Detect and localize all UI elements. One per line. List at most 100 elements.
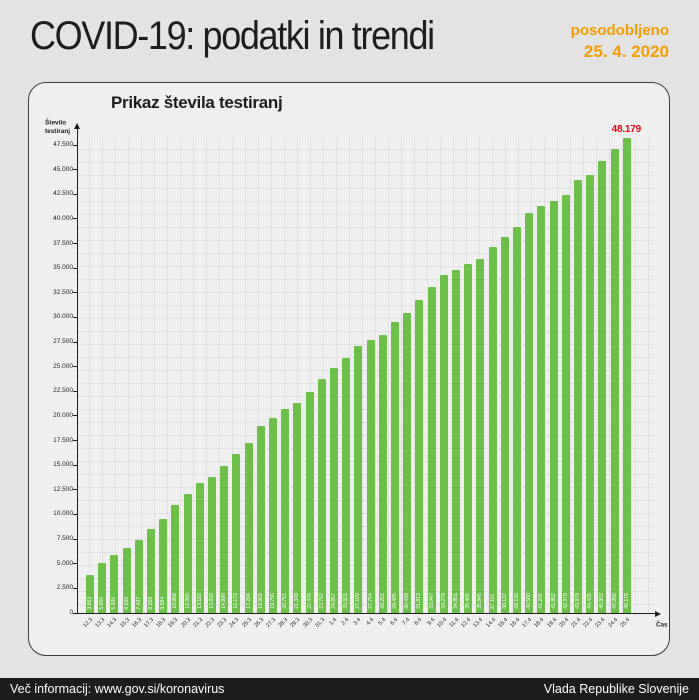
bar-value-label: 45.903 [599, 593, 606, 609]
y-tick-label: 47.500 [53, 141, 73, 148]
y-tick-label: 37.500 [53, 239, 73, 247]
bar-value-label: 3.863 [87, 596, 93, 610]
bar: 22.476 [305, 391, 314, 613]
y-tick-label: 32.500 [53, 288, 73, 296]
bar-value-label: 35.405 [465, 593, 471, 609]
updated-badge: posodobljeno 25. 4. 2020 [571, 22, 669, 62]
y-tick-label: 30.000 [53, 313, 73, 321]
bar-value-label: 16.173 [233, 593, 240, 609]
bar-value-label: 48.179 [624, 593, 630, 609]
y-tick-mark [73, 366, 78, 368]
y-tick-mark [73, 464, 78, 466]
bar-value-label: 19.756 [270, 593, 276, 609]
chart-card: Prikaz števila testiranj Število testira… [28, 82, 670, 656]
y-tick-label: 40.000 [53, 214, 73, 222]
bar-value-label: 34.851 [453, 593, 459, 609]
y-tick-mark [73, 415, 78, 417]
bar: 44.425 [586, 175, 595, 613]
bar-value-label: 21.349 [294, 593, 301, 609]
y-tick-label: 27.500 [53, 338, 73, 346]
bar: 16.173 [232, 453, 241, 613]
bar-value-label: 33.047 [428, 593, 435, 609]
y-tick-label: 42.500 [53, 190, 73, 198]
y-tick-mark [73, 316, 78, 318]
bar-value-label: 41.265 [538, 593, 545, 609]
y-tick-mark [73, 612, 78, 614]
bar-value-label: 41.852 [550, 593, 557, 609]
footer-info-text: Več informacij: www.gov.si/koronavirus [10, 682, 225, 696]
bar-value-label: 28.251 [380, 593, 386, 609]
y-tick-label: 5.000 [56, 559, 73, 567]
y-tick-label: 25.000 [53, 362, 73, 370]
bar: 33.047 [427, 287, 436, 613]
y-tick-mark [73, 587, 78, 589]
bar-value-label: 5.936 [111, 596, 118, 610]
y-tick-mark [73, 267, 78, 269]
bar-value-label: 23.762 [319, 593, 325, 609]
bar: 25.921 [342, 357, 351, 613]
bar-value-label: 27.754 [367, 593, 374, 609]
bar: 45.903 [598, 160, 607, 613]
bar-value-label: 7.437 [136, 596, 142, 610]
bar-value-label: 29.485 [392, 593, 398, 609]
y-tick-label: 20.000 [53, 411, 73, 419]
y-tick-label: 15.000 [53, 461, 73, 469]
bar-value-label: 25.921 [343, 593, 349, 609]
bar: 38.137 [500, 237, 509, 613]
bar-value-label: 6.566 [123, 596, 130, 610]
y-tick-mark [73, 538, 78, 540]
y-tick-label: 22.500 [53, 387, 73, 395]
bar: 31.813 [415, 299, 424, 613]
footer-government-text: Vlada Republike Slovenije [543, 682, 689, 696]
y-tick-mark [73, 292, 78, 294]
bar: 35.405 [464, 264, 473, 613]
bar-value-label: 34.279 [441, 593, 447, 609]
bar: 39.130 [513, 227, 521, 613]
y-axis-title-line2: testiranj [45, 128, 71, 135]
y-axis-title: Število testiranj [45, 119, 70, 136]
bar: 14.890 [220, 466, 229, 613]
bar: 17.284 [244, 442, 253, 613]
bar: 23.762 [317, 378, 326, 613]
bar: 10.959 [171, 505, 180, 613]
y-tick-mark [73, 563, 78, 565]
bar-value-label: 35.946 [477, 593, 484, 609]
y-axis-line [77, 129, 78, 613]
last-value-annotation: 48.179 [611, 124, 642, 135]
bar-value-label: 5.060 [99, 596, 105, 610]
y-tick-label: 2.500 [56, 584, 73, 592]
y-tick-label: 17.500 [53, 436, 73, 444]
bar-value-label: 40.580 [526, 593, 532, 609]
bar: 6.566 [122, 548, 131, 613]
bar-value-label: 43.979 [575, 593, 581, 609]
y-tick-label: 0 [69, 609, 73, 616]
bar: 8.558 [147, 528, 155, 613]
bar-value-label: 12.060 [184, 593, 191, 609]
bar: 13.833 [208, 476, 216, 613]
y-tick-mark [73, 341, 78, 343]
y-tick-mark [73, 513, 78, 515]
bar: 27.754 [366, 339, 375, 613]
y-tick-mark [73, 193, 78, 195]
y-tick-mark [73, 243, 78, 245]
bar-value-label: 42.379 [563, 593, 569, 609]
bar: 34.851 [452, 269, 460, 613]
bar-value-label: 18.969 [258, 593, 264, 609]
bar-value-label: 10.959 [172, 593, 179, 609]
y-axis-arrow-icon [74, 123, 80, 129]
bar: 47.058 [610, 149, 619, 613]
bar: 42.379 [561, 195, 570, 613]
bar: 19.756 [269, 418, 277, 613]
y-tick-mark [73, 144, 78, 146]
chart-title: Prikaz števila testiranj [111, 93, 283, 112]
bar: 24.857 [330, 368, 338, 613]
bar: 7.437 [134, 539, 143, 613]
bar-value-label: 27.109 [355, 593, 362, 609]
bar: 41.852 [549, 200, 558, 613]
updated-date: 25. 4. 2020 [583, 41, 669, 61]
bar: 28.251 [378, 334, 387, 613]
bar: 35.946 [476, 258, 485, 613]
bar: 20.751 [281, 408, 290, 613]
y-tick-mark [73, 169, 78, 171]
bar-value-label: 8.558 [148, 596, 154, 610]
